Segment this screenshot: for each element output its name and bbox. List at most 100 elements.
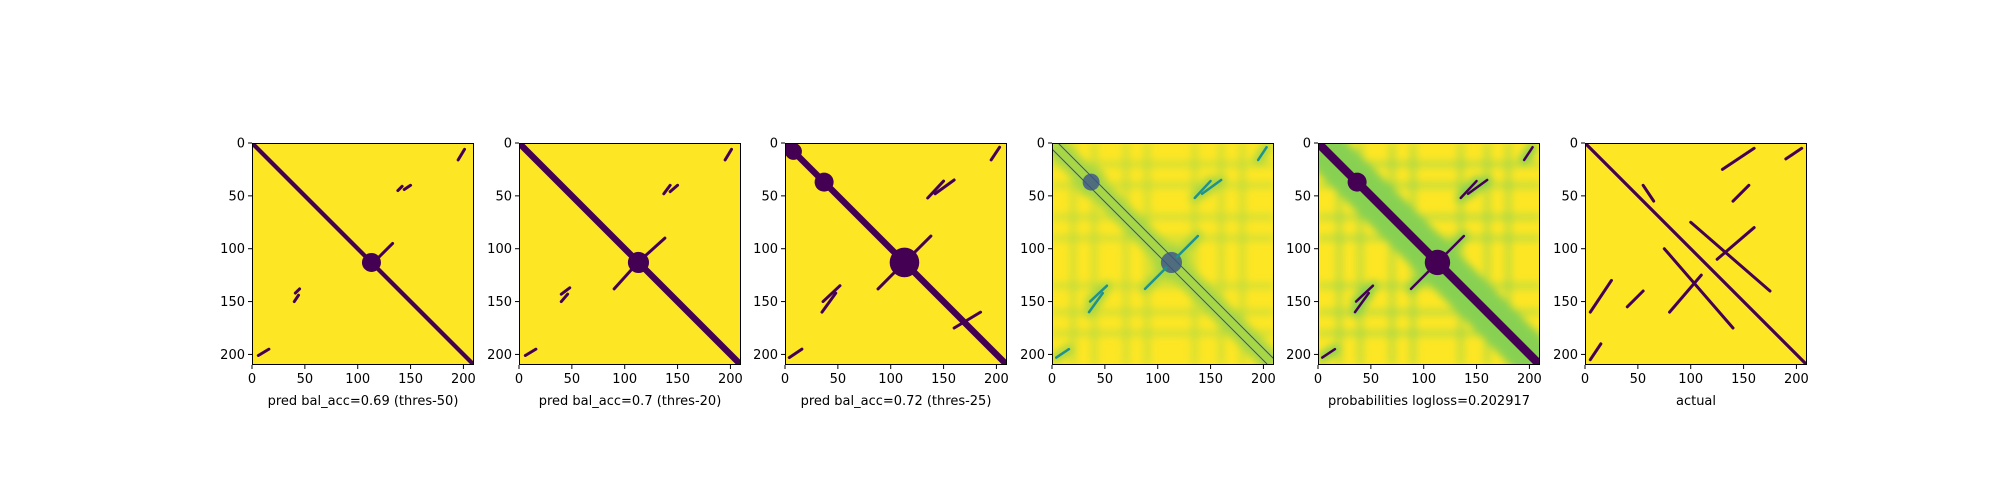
y-tick-label-2: 100 — [1286, 242, 1311, 257]
y-tick-label-1: 50 — [761, 189, 778, 204]
x-tick-label-0: 0 — [781, 372, 789, 387]
contact-segment-1 — [523, 347, 538, 357]
panel-label-2: pred bal_acc=0.7 (thres-20) — [539, 394, 722, 409]
heatmap-cells — [785, 143, 1007, 365]
heatmap-cells — [1585, 143, 1807, 365]
contact-segment-5 — [933, 178, 956, 196]
contact-segment-3 — [1088, 284, 1109, 303]
x-tick-label-4: 200 — [718, 372, 743, 387]
contact-segment-0 — [723, 147, 733, 162]
contact-segment-6 — [642, 236, 667, 259]
contact-segment-5 — [1784, 146, 1804, 161]
x-tick-label-4: 200 — [451, 372, 476, 387]
contact-segment-2 — [662, 183, 672, 196]
blob-1 — [814, 172, 834, 192]
x-tick-label-4: 200 — [1517, 372, 1542, 387]
contact-segment-1 — [256, 347, 271, 357]
contact-segment-2 — [1193, 179, 1212, 200]
x-tick-label-0: 0 — [1581, 372, 1589, 387]
y-tick-label-0: 0 — [237, 137, 245, 152]
contact-segment-0 — [1720, 146, 1756, 171]
y-tick-label-3: 150 — [1020, 295, 1045, 310]
y-tick-label-0: 0 — [1303, 137, 1311, 152]
panel-label-1: pred bal_acc=0.69 (thres-50) — [268, 394, 459, 409]
contact-segment-1 — [787, 347, 804, 360]
contact-segment-7 — [876, 266, 901, 291]
y-tick-label-4: 200 — [1553, 348, 1578, 363]
contact-segment-2 — [1641, 183, 1656, 203]
diagonal-band — [252, 143, 474, 365]
panel-label-3: pred bal_acc=0.72 (thres-25) — [801, 394, 992, 409]
y-tick-label-4: 200 — [487, 348, 512, 363]
blob-1 — [1347, 172, 1367, 192]
panel-label-5: probabilities logloss=0.202917 — [1328, 394, 1530, 409]
x-tick-label-3: 150 — [1198, 372, 1223, 387]
contact-segment-7 — [1625, 289, 1645, 309]
contact-segment-5 — [402, 183, 413, 192]
y-tick-label-2: 100 — [487, 242, 512, 257]
x-tick-label-3: 150 — [931, 372, 956, 387]
axes-frame — [519, 143, 741, 365]
diagonal-band — [1585, 143, 1807, 365]
x-tick-label-4: 200 — [1784, 372, 1809, 387]
contact-segment-8 — [1731, 183, 1751, 203]
y-tick-label-3: 150 — [1553, 295, 1578, 310]
x-tick-label-1: 50 — [1363, 372, 1380, 387]
contact-segment-1 — [1320, 347, 1337, 359]
contact-segment-5 — [1200, 178, 1223, 195]
contact-segment-4 — [559, 292, 570, 304]
contact-segment-4 — [820, 291, 838, 314]
contact-segment-1 — [1588, 278, 1613, 314]
contact-segment-1 — [1054, 347, 1071, 359]
contact-segment-3 — [293, 287, 302, 295]
y-tick-label-3: 150 — [487, 295, 512, 310]
axes-frame — [1318, 143, 1540, 365]
contact-segment-3 — [821, 284, 842, 304]
contact-segment-2 — [926, 179, 946, 200]
x-tick-label-2: 100 — [345, 372, 370, 387]
axes-frame — [252, 143, 474, 365]
x-tick-label-3: 150 — [398, 372, 423, 387]
x-tick-label-4: 200 — [984, 372, 1009, 387]
y-tick-label-4: 200 — [753, 348, 778, 363]
x-tick-label-2: 100 — [1411, 372, 1436, 387]
x-tick-label-2: 100 — [1145, 372, 1170, 387]
x-tick-label-1: 50 — [564, 372, 581, 387]
contact-segment-0 — [456, 147, 466, 162]
y-tick-label-4: 200 — [1286, 348, 1311, 363]
contact-segment-9 — [1715, 226, 1756, 261]
y-tick-label-3: 150 — [1286, 295, 1311, 310]
x-tick-label-0: 0 — [515, 372, 523, 387]
contact-segment-0 — [1522, 145, 1534, 162]
blob-1 — [1082, 173, 1100, 191]
heatmap-cells — [519, 143, 741, 365]
contact-segment-4 — [1662, 247, 1735, 330]
axes-frame — [785, 143, 1007, 365]
x-tick-label-3: 150 — [1731, 372, 1756, 387]
contact-segment-7 — [612, 266, 635, 291]
y-tick-label-4: 200 — [1020, 348, 1045, 363]
y-tick-label-2: 100 — [1020, 242, 1045, 257]
blob-0 — [361, 252, 381, 272]
diagonal-band — [519, 143, 741, 365]
contact-segment-6 — [908, 234, 933, 259]
contact-segment-6 — [1175, 234, 1200, 259]
heatmap-cells — [252, 143, 474, 365]
contact-segment-6 — [1588, 342, 1603, 362]
heatmap-cells — [1052, 143, 1274, 365]
x-tick-label-1: 50 — [297, 372, 314, 387]
y-tick-label-1: 50 — [495, 189, 512, 204]
axes-frame — [1052, 143, 1274, 365]
heatmap-cells — [1318, 143, 1540, 365]
axes-frame — [1585, 143, 1807, 365]
y-tick-label-1: 50 — [228, 189, 245, 204]
x-tick-label-1: 50 — [1097, 372, 1114, 387]
y-tick-label-3: 150 — [220, 295, 245, 310]
contact-segment-5 — [1466, 178, 1489, 195]
x-tick-label-4: 200 — [1251, 372, 1276, 387]
contact-segment-4 — [1353, 291, 1370, 314]
